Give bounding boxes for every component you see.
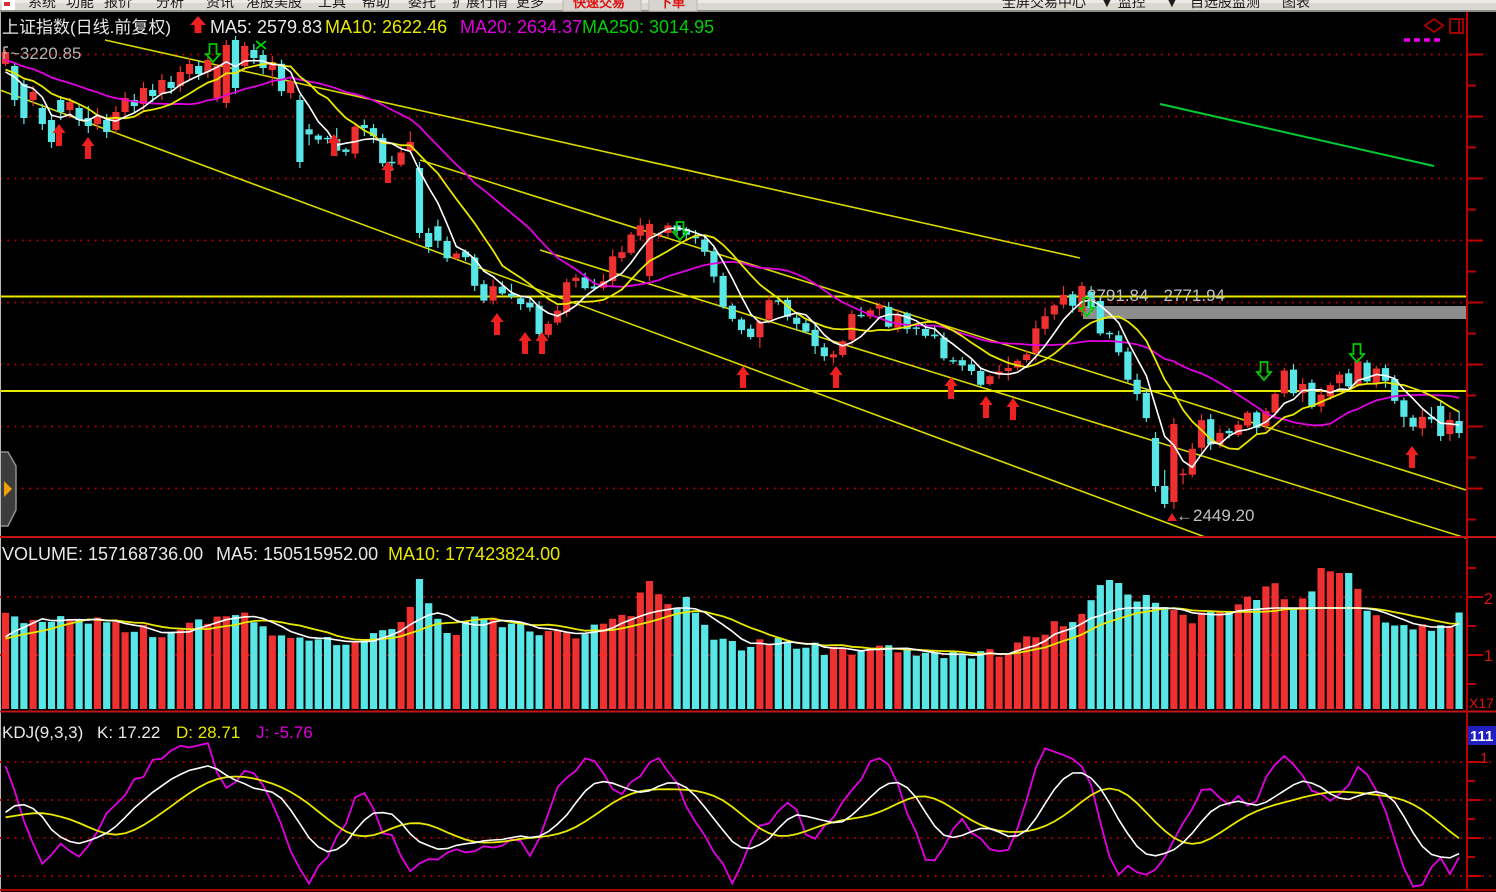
svg-text:工具: 工具 xyxy=(318,0,346,10)
svg-text:MA10: 177423824.00: MA10: 177423824.00 xyxy=(388,544,560,564)
svg-text:1: 1 xyxy=(1480,750,1488,767)
svg-text:报价: 报价 xyxy=(104,0,132,10)
svg-text:资讯: 资讯 xyxy=(206,0,234,10)
svg-text:委托: 委托 xyxy=(408,0,436,10)
svg-text:K: 17.22: K: 17.22 xyxy=(97,723,160,742)
svg-text:功能: 功能 xyxy=(66,0,94,10)
svg-text:快速交易: 快速交易 xyxy=(573,0,625,10)
svg-text:MA20: 2634.37: MA20: 2634.37 xyxy=(460,17,582,37)
svg-text:扩展行情: 扩展行情 xyxy=(452,0,508,10)
svg-text:系统: 系统 xyxy=(28,0,56,10)
svg-text:J: -5.76: J: -5.76 xyxy=(256,723,313,742)
svg-text:▼ 监控: ▼ 监控 xyxy=(1100,0,1146,10)
svg-text:2: 2 xyxy=(1484,591,1493,608)
svg-text:图表: 图表 xyxy=(1282,0,1310,10)
svg-text:▼: ▼ xyxy=(1165,0,1179,10)
svg-text:~3220.85: ~3220.85 xyxy=(10,44,81,63)
svg-text:MA250: 3014.95: MA250: 3014.95 xyxy=(582,17,714,37)
svg-text:下单: 下单 xyxy=(659,0,685,10)
svg-text:分析: 分析 xyxy=(156,0,184,10)
svg-text:MA5: 2579.83: MA5: 2579.83 xyxy=(210,17,322,37)
svg-text:帮助: 帮助 xyxy=(362,0,390,10)
svg-text:KDJ(9,3,3): KDJ(9,3,3) xyxy=(2,723,83,742)
svg-text:111: 111 xyxy=(1470,728,1493,745)
svg-text:D: 28.71: D: 28.71 xyxy=(176,723,240,742)
svg-text:全屏交易中心: 全屏交易中心 xyxy=(1002,0,1086,10)
svg-text:X17: X17 xyxy=(1469,695,1494,711)
svg-text:MA10: 2622.46: MA10: 2622.46 xyxy=(325,17,447,37)
svg-text:港股美股: 港股美股 xyxy=(246,0,302,10)
svg-text:上证指数(日线.前复权): 上证指数(日线.前复权) xyxy=(2,18,171,37)
svg-text:更多: 更多 xyxy=(516,0,544,10)
svg-text:2791.84 - 2771.94: 2791.84 - 2771.94 xyxy=(1087,286,1225,305)
svg-text:←2449.20: ←2449.20 xyxy=(1176,506,1254,525)
svg-text:自选股监测: 自选股监测 xyxy=(1190,0,1260,10)
svg-text:1: 1 xyxy=(1484,648,1493,665)
svg-text:MA5: 150515952.00: MA5: 150515952.00 xyxy=(216,544,378,564)
svg-text:VOLUME: 157168736.00: VOLUME: 157168736.00 xyxy=(2,544,203,564)
